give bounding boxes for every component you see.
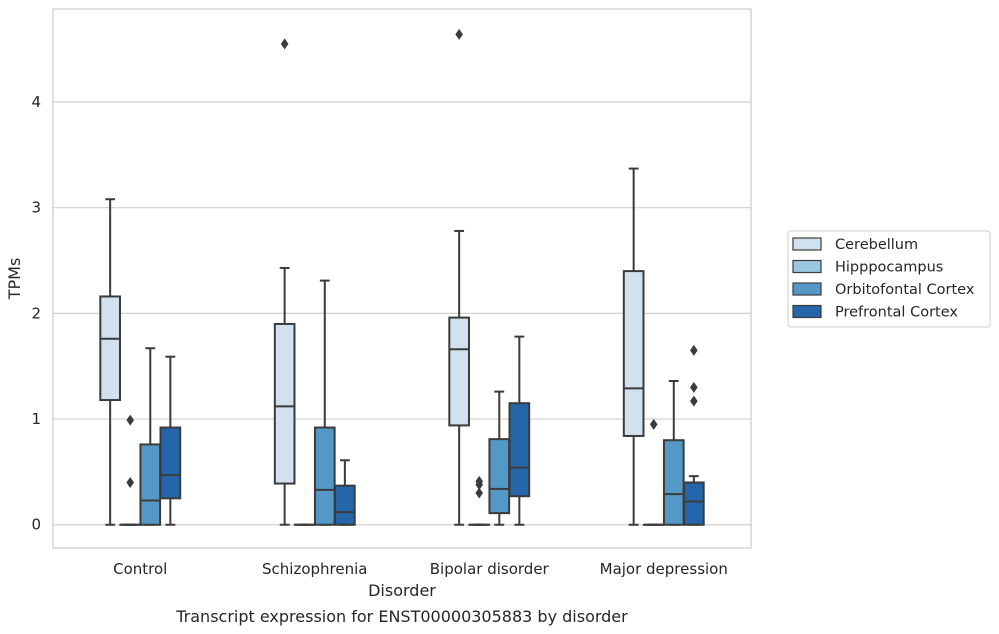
outlier-marker xyxy=(280,38,289,50)
box-groups xyxy=(99,28,705,526)
legend-swatch xyxy=(792,237,822,251)
outlier-marker xyxy=(126,476,135,488)
outlier-marker xyxy=(690,395,698,407)
box-group xyxy=(448,28,531,526)
x-tick-label: Control xyxy=(113,560,167,578)
legend-swatch xyxy=(792,282,822,296)
box xyxy=(508,402,531,498)
box xyxy=(99,295,121,402)
legend-swatch xyxy=(792,304,822,319)
legend-label: Prefrontal Cortex xyxy=(835,305,958,321)
box-group xyxy=(622,167,705,526)
outlier-marker xyxy=(455,28,463,40)
box xyxy=(683,481,705,526)
x-tick-label: Schizophrenia xyxy=(262,560,367,578)
legend-frame xyxy=(787,230,991,328)
x-tick-label: Bipolar disorder xyxy=(430,560,550,578)
outlier-marker xyxy=(126,414,135,426)
x-axis-label: Disorder xyxy=(368,581,436,600)
box-group xyxy=(273,38,356,526)
y-tick-labels: 0 1 2 3 4 xyxy=(31,93,41,534)
box xyxy=(273,322,296,485)
plot-area-frame xyxy=(52,8,752,549)
box xyxy=(313,426,336,526)
x-tick-label: Major depression xyxy=(600,560,728,578)
y-tick-label: 3 xyxy=(31,199,41,217)
box xyxy=(139,443,162,526)
y-tick-label: 1 xyxy=(31,410,41,428)
outlier-marker xyxy=(649,418,658,430)
y-tick-label: 2 xyxy=(31,304,41,322)
x-tick-labels: Control Schizophrenia Bipolar disorder Majo… xyxy=(113,560,728,578)
legend-label: Cerebellum xyxy=(835,237,918,253)
y-tick-label: 4 xyxy=(31,93,41,111)
box xyxy=(448,316,470,427)
chart-caption: Transcript expression for ENST0000030588… xyxy=(175,607,628,626)
box xyxy=(159,426,182,500)
box xyxy=(488,438,511,515)
outlier-marker xyxy=(475,479,484,491)
outlier-marker xyxy=(690,344,698,356)
legend-swatch xyxy=(792,259,822,274)
outlier-marker xyxy=(475,487,484,499)
legend-label: Hipppocampus xyxy=(835,260,943,276)
box xyxy=(662,439,685,526)
legend-label: Orbitofontal Cortex xyxy=(835,282,975,298)
y-tick-label: 0 xyxy=(31,516,41,534)
box-group xyxy=(99,198,182,526)
outlier-marker xyxy=(690,381,698,393)
box xyxy=(334,484,356,526)
y-axis-label: TPMs xyxy=(5,258,24,301)
box xyxy=(622,270,645,437)
legend: Cerebellum Hipppocampus Orbitofontal Corte… xyxy=(787,230,991,328)
